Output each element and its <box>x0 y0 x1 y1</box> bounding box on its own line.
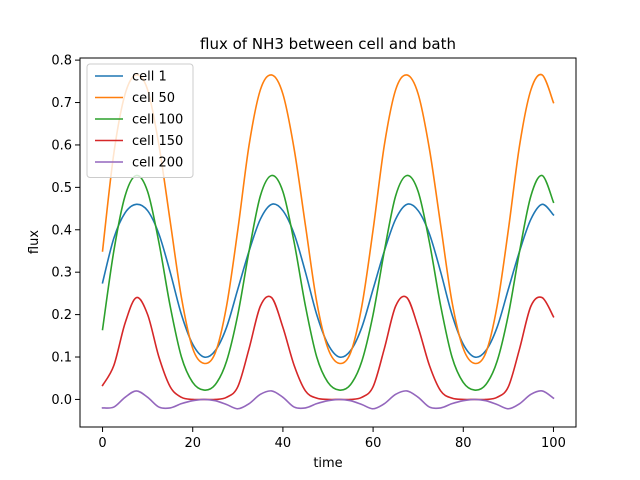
legend-box <box>86 63 194 178</box>
y-tick-label: 0.0 <box>51 393 72 408</box>
legend-label: cell 200 <box>132 156 183 171</box>
legend-label: cell 50 <box>132 91 175 106</box>
y-axis-label: flux <box>27 230 42 254</box>
y-tick-label: 0.4 <box>51 223 72 238</box>
y-tick-label: 0.2 <box>51 308 72 323</box>
y-tick-label: 0.7 <box>51 96 72 111</box>
y-tick-label: 0.6 <box>51 138 72 153</box>
x-tick-label: 60 <box>365 436 382 451</box>
legend-label: cell 1 <box>132 70 167 85</box>
legend-label: cell 150 <box>132 134 183 149</box>
series-line-cell-50 <box>101 73 555 365</box>
axes-frame <box>79 57 577 428</box>
series-line-cell-100 <box>101 174 555 391</box>
y-tick-label: 0.1 <box>51 351 72 366</box>
y-tick-label: 0.8 <box>51 54 72 69</box>
x-tick-label: 0 <box>98 436 106 451</box>
x-tick-label: 100 <box>541 436 566 451</box>
series-line-cell-200 <box>101 390 555 410</box>
series-layer <box>101 73 555 410</box>
legend-label: cell 100 <box>132 113 183 128</box>
x-axis-label: time <box>313 456 342 471</box>
chart-title: flux of NH3 between cell and bath <box>200 35 456 53</box>
x-tick-label: 40 <box>275 436 292 451</box>
y-tick-label: 0.5 <box>51 181 72 196</box>
series-line-cell-1 <box>101 203 555 359</box>
x-tick-label: 80 <box>455 436 472 451</box>
x-tick-label: 20 <box>184 436 201 451</box>
legend: cell 1 cell 50 cell 100 cell 150 cell 200 <box>86 63 194 178</box>
y-axis: 0.0 0.1 0.2 0.3 0.4 0.5 0.6 0.7 0.8 <box>51 54 80 408</box>
x-axis: 0 20 40 60 80 100 <box>98 427 566 451</box>
y-tick-label: 0.3 <box>51 266 72 281</box>
